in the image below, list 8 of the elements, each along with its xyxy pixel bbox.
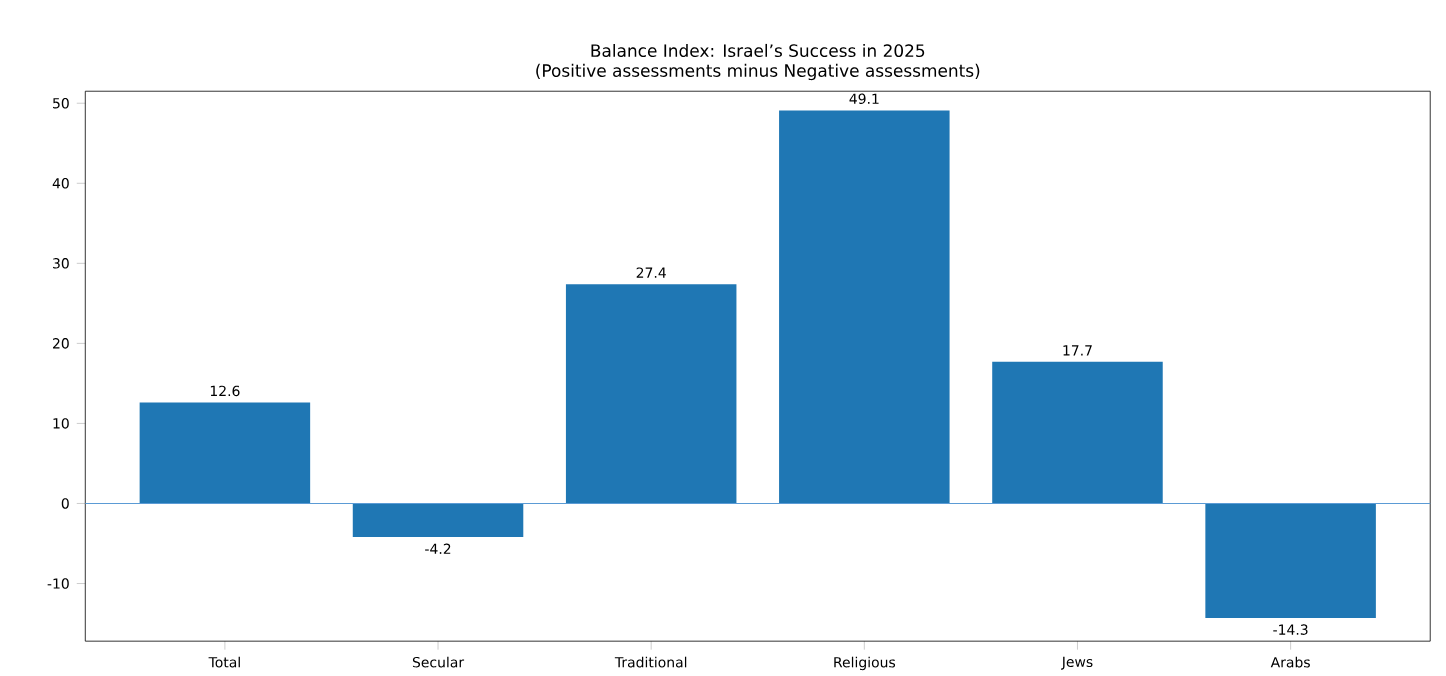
bar xyxy=(1205,503,1376,618)
bar xyxy=(779,110,950,504)
bar xyxy=(352,503,524,537)
bar xyxy=(565,283,737,504)
bar xyxy=(139,402,311,504)
chart-title: Balance Index: Israel’s Success in 2025 xyxy=(591,43,925,57)
bar xyxy=(992,361,1163,504)
chart-subtitle: (Positive assessments minus Negative assessments) xyxy=(536,63,980,80)
